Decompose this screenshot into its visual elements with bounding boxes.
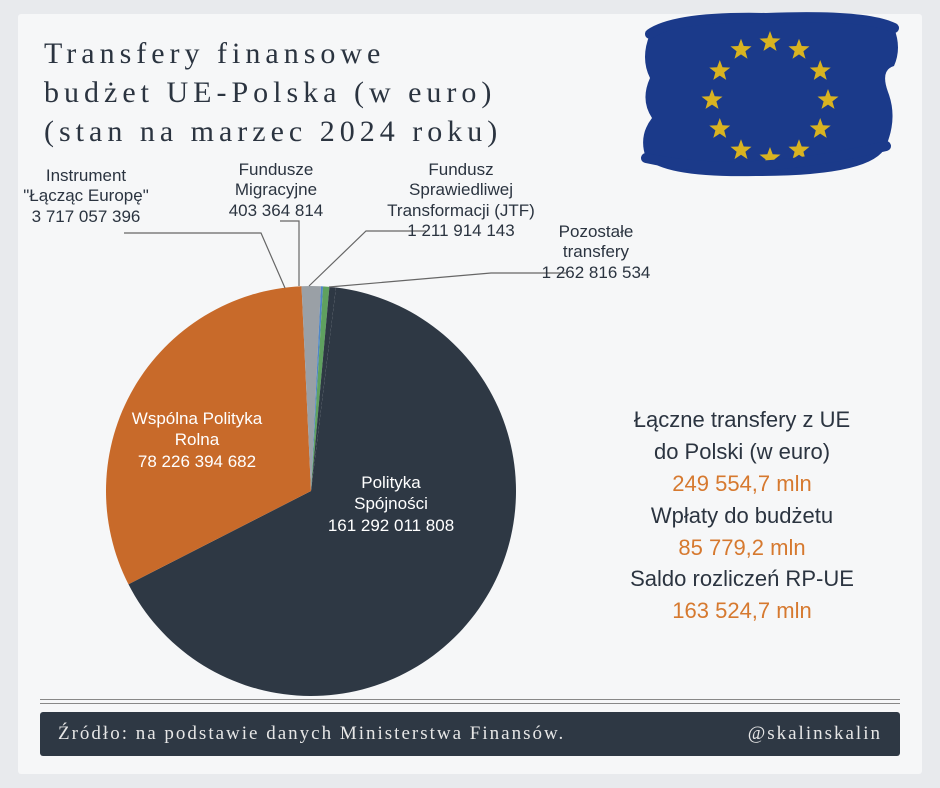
summary-block: Łączne transfery z UE do Polski (w euro)…: [602, 404, 882, 627]
summary-line-2: do Polski (w euro): [602, 436, 882, 468]
title-line-3: (stan na marzec 2024 roku): [44, 115, 502, 148]
label-jtf: Fundusz Sprawiedliwej Transformacji (JTF…: [376, 160, 546, 242]
summary-line-1: Łączne transfery z UE: [602, 404, 882, 436]
label-migracyjne: Fundusze Migracyjne 403 364 814: [216, 160, 336, 221]
title-line-2: budżet UE-Polska (w euro): [44, 76, 496, 109]
label-instrument: Instrument "Łącząc Europę" 3 717 057 396: [16, 166, 156, 227]
summary-val-2: 85 779,2 mln: [602, 532, 882, 564]
title-line-1: Transfery finansowe: [44, 37, 385, 70]
label-spojnosci: Polityka Spójności 161 292 011 808: [306, 472, 476, 536]
source-bar: Źródło: na podstawie danych Ministerstwa…: [40, 712, 900, 756]
summary-line-4: Saldo rozliczeń RP-UE: [602, 563, 882, 595]
divider-bottom: [40, 703, 900, 704]
page-title: Transfery finansowe budżet UE-Polska (w …: [44, 34, 502, 151]
divider-top: [40, 699, 900, 700]
card: Transfery finansowe budżet UE-Polska (w …: [18, 14, 922, 774]
summary-line-3: Wpłaty do budżetu: [602, 500, 882, 532]
label-pozostale: Pozostałe transfery 1 262 816 534: [536, 222, 656, 283]
summary-val-3: 163 524,7 mln: [602, 595, 882, 627]
chart-area: Instrument "Łącząc Europę" 3 717 057 396…: [46, 172, 606, 692]
label-rolna: Wspólna Polityka Rolna 78 226 394 682: [122, 408, 272, 472]
source-handle: @skalinskalin: [748, 723, 882, 745]
source-text: Źródło: na podstawie danych Ministerstwa…: [58, 723, 565, 745]
summary-val-1: 249 554,7 mln: [602, 468, 882, 500]
